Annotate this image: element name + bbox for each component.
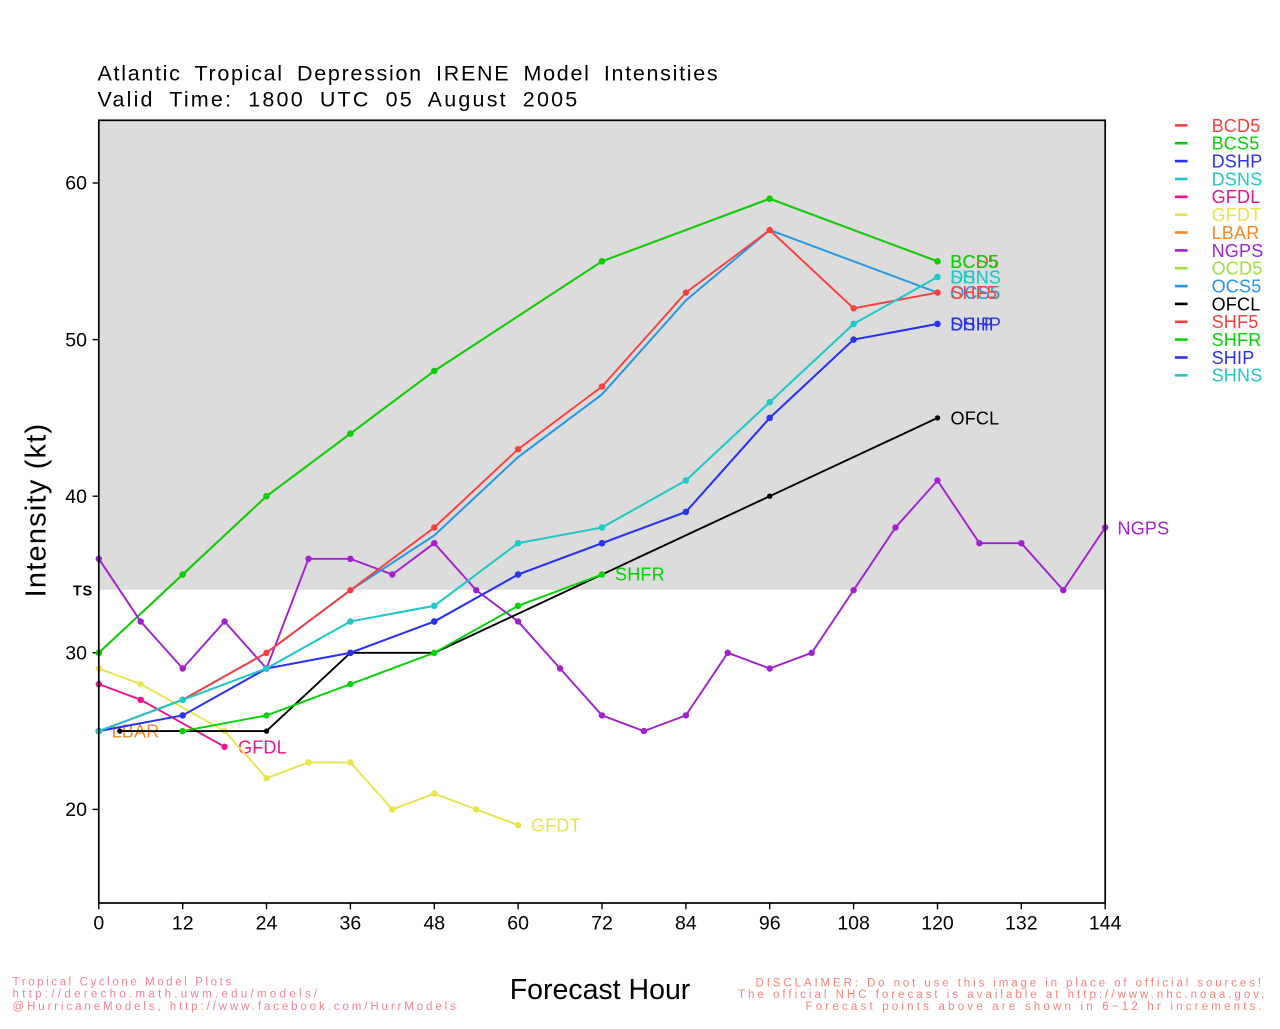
svg-text:SHF5: SHF5	[1212, 312, 1259, 332]
svg-text:BCS5: BCS5	[1212, 134, 1260, 154]
svg-text:DSHP: DSHP	[1212, 152, 1263, 172]
svg-text:12: 12	[172, 913, 194, 935]
svg-text:Forecast points above are show: Forecast points above are shown in 6−12 …	[806, 1001, 1266, 1013]
svg-text:20: 20	[65, 799, 87, 821]
svg-text:SHIP: SHIP	[1212, 348, 1255, 368]
svg-text:24: 24	[256, 913, 278, 935]
svg-text:DSNS: DSNS	[950, 268, 1001, 288]
svg-text:OFCL: OFCL	[1212, 294, 1261, 314]
svg-text:Atlantic Tropical Depression I: Atlantic Tropical Depression IRENE Model…	[98, 61, 720, 85]
svg-text:84: 84	[675, 913, 697, 935]
svg-text:60: 60	[507, 913, 529, 935]
svg-text:DSHP: DSHP	[950, 314, 1001, 334]
svg-text:Intensity (kt): Intensity (kt)	[21, 423, 53, 598]
svg-text:LBAR: LBAR	[1212, 223, 1260, 243]
svg-text:50: 50	[65, 329, 87, 351]
svg-text:BCD5: BCD5	[1212, 116, 1261, 136]
svg-text:120: 120	[921, 913, 954, 935]
svg-text:BCD5: BCD5	[950, 252, 999, 272]
svg-text:SHF5: SHF5	[950, 283, 997, 303]
svg-text:SHFR: SHFR	[1212, 330, 1262, 350]
svg-text:132: 132	[1005, 913, 1038, 935]
svg-text:Forecast Hour: Forecast Hour	[510, 974, 691, 1006]
svg-text:OCS5: OCS5	[950, 283, 1000, 303]
svg-text:0: 0	[93, 913, 104, 935]
svg-text:The official NHC forecast is a: The official NHC forecast is available a…	[738, 989, 1267, 1001]
svg-text:@HurricaneModels, http://www.f: @HurricaneModels, http://www.facebook.co…	[13, 1001, 459, 1013]
svg-text:BCS5: BCS5	[950, 252, 998, 272]
svg-text:GFDL: GFDL	[1212, 187, 1261, 207]
svg-text:48: 48	[423, 913, 445, 935]
svg-text:60: 60	[65, 173, 87, 195]
svg-text:40: 40	[65, 486, 87, 508]
svg-text:SHNS: SHNS	[950, 268, 1001, 288]
svg-text:144: 144	[1089, 913, 1122, 935]
svg-text:http://derecho.math.uwm.edu/mo: http://derecho.math.uwm.edu/models/	[13, 989, 321, 1001]
svg-text:30: 30	[65, 643, 87, 665]
svg-text:NGPS: NGPS	[1118, 518, 1170, 538]
svg-text:OFCL: OFCL	[951, 409, 1000, 429]
svg-text:GFDL: GFDL	[238, 738, 287, 758]
svg-text:Tropical Cyclone Model Plots: Tropical Cyclone Model Plots	[13, 976, 234, 988]
svg-text:Valid Time: 1800 UTC 05 August: Valid Time: 1800 UTC 05 August 2005	[98, 87, 580, 111]
svg-text:NGPS: NGPS	[1212, 241, 1264, 261]
svg-text:SHIP: SHIP	[950, 314, 993, 334]
svg-text:OCS5: OCS5	[1212, 277, 1262, 297]
svg-text:GFDT: GFDT	[531, 816, 581, 836]
svg-text:DISCLAIMER: Do not use this im: DISCLAIMER: Do not use this image in pla…	[756, 977, 1264, 989]
svg-text:108: 108	[837, 913, 870, 935]
svg-text:DSNS: DSNS	[1212, 169, 1263, 189]
svg-text:SHFR: SHFR	[615, 564, 665, 584]
svg-text:OCD5: OCD5	[950, 283, 1001, 303]
svg-text:TS: TS	[73, 583, 93, 599]
svg-text:GFDT: GFDT	[1212, 205, 1262, 225]
svg-text:SHNS: SHNS	[1212, 366, 1263, 386]
svg-text:96: 96	[759, 913, 781, 935]
svg-text:72: 72	[591, 913, 613, 935]
svg-text:OCD5: OCD5	[1212, 259, 1263, 279]
svg-text:36: 36	[340, 913, 362, 935]
